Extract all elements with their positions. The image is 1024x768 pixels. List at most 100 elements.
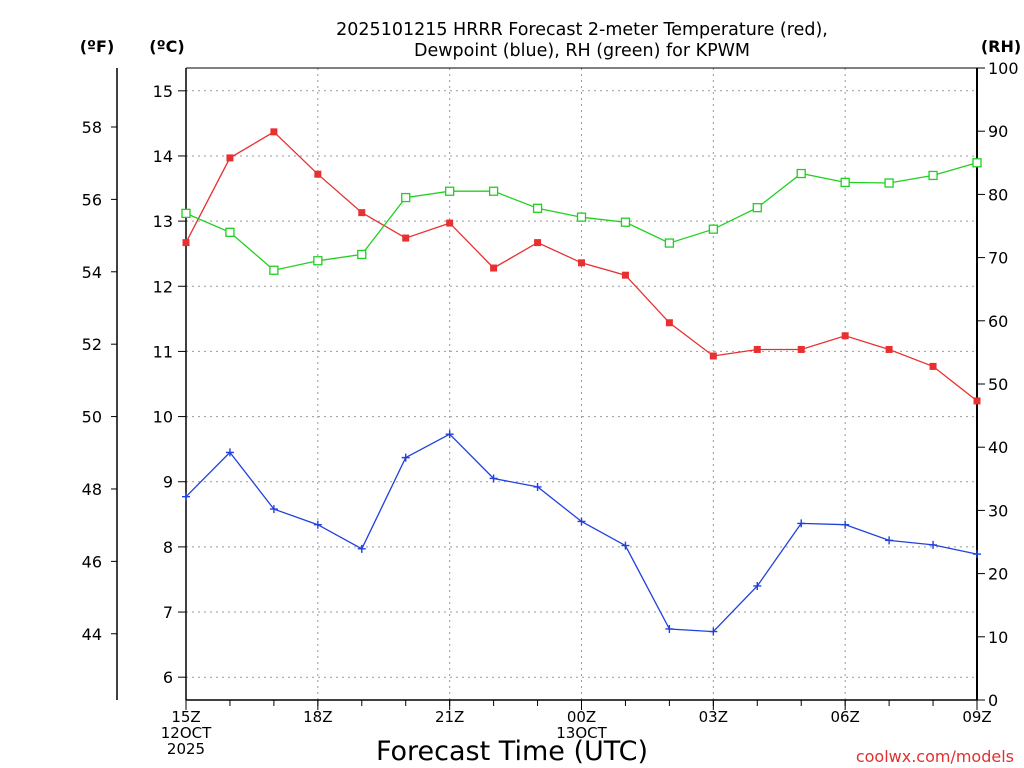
rh-tick-label: 100	[988, 59, 1019, 78]
dewpoint-point	[797, 519, 806, 528]
dewpoint-point	[401, 453, 410, 462]
temperature-point	[534, 239, 542, 247]
dewpoint-point	[445, 430, 454, 439]
dewpoint-point	[753, 581, 762, 590]
rh-point	[840, 177, 850, 188]
dewpoint-point	[929, 540, 938, 549]
x-tick-label: 03Z	[699, 708, 728, 726]
grid-lines	[186, 68, 977, 700]
celsius-tick-label: 11	[153, 342, 173, 361]
x-tick-label: 2025	[167, 740, 205, 758]
fahrenheit-tick-label: 58	[82, 118, 102, 137]
celsius-tick-label: 15	[153, 82, 173, 101]
rh-point	[313, 256, 323, 266]
rh-point	[488, 186, 499, 196]
data-series	[181, 128, 982, 636]
temperature-point	[753, 345, 761, 353]
temperature-point	[446, 219, 454, 227]
rh-tick-label: 60	[988, 312, 1008, 331]
celsius-tick-label: 6	[163, 668, 173, 687]
dewpoint-point	[357, 544, 366, 553]
x-tick-label: 15Z	[171, 708, 200, 726]
dewpoint-point	[665, 624, 674, 633]
dewpoint-point	[709, 627, 718, 636]
x-axis-title: Forecast Time (UTC)	[376, 736, 648, 767]
fahrenheit-tick-label: 56	[82, 190, 102, 209]
rh-tick-label: 90	[988, 122, 1008, 141]
labels: 2025101215 HRRR Forecast 2-meter Tempera…	[80, 20, 1021, 767]
rh-tick-label: 70	[988, 249, 1008, 268]
celsius-tick-label: 10	[153, 408, 173, 427]
x-tick-label: 18Z	[303, 708, 332, 726]
fahrenheit-tick-label: 50	[82, 408, 102, 427]
rh-point	[752, 203, 762, 213]
dewpoint-point	[489, 474, 498, 483]
dewpoint-point	[841, 520, 850, 529]
rh-point	[708, 224, 718, 234]
dewpoint-point	[621, 541, 630, 550]
dewpoint-point	[182, 492, 190, 501]
rh-tick-label: 10	[988, 628, 1008, 647]
rh-point	[225, 227, 235, 237]
rh-point	[445, 186, 455, 196]
temperature-point	[578, 259, 585, 267]
x-tick-label: 09Z	[962, 708, 991, 726]
rh-point	[357, 249, 367, 260]
x-tick-label: 12OCT	[161, 724, 212, 742]
temperature-point	[929, 362, 937, 370]
dewpoint-point	[973, 550, 981, 559]
dewpoint-point	[885, 536, 894, 545]
fahrenheit-tick-label: 48	[82, 480, 102, 499]
temperature-point	[841, 332, 849, 340]
rh-tick-label: 0	[988, 691, 998, 710]
rh-point	[269, 265, 279, 275]
x-tick-label: 00Z	[567, 708, 596, 726]
temperature-point	[314, 170, 322, 178]
fahrenheit-axis-label: (ºF)	[80, 37, 115, 56]
rh-point	[796, 168, 806, 179]
rh-point	[576, 212, 587, 222]
rh-point	[181, 208, 191, 219]
celsius-tick-label: 7	[163, 603, 173, 622]
rh-point	[664, 238, 675, 248]
rh-point	[620, 217, 631, 227]
temperature-point	[665, 319, 673, 327]
temperature-point	[621, 271, 629, 279]
temperature-point	[709, 352, 717, 360]
celsius-tick-label: 12	[153, 277, 173, 296]
rh-point	[972, 158, 982, 168]
fahrenheit-tick-label: 46	[82, 552, 102, 571]
celsius-tick-label: 8	[163, 538, 173, 557]
celsius-axis-label: (ºC)	[149, 37, 184, 56]
dewpoint-point	[577, 517, 586, 526]
rh-point	[884, 178, 894, 188]
rh-axis-label: (RH)	[981, 37, 1021, 56]
rh-tick-label: 30	[988, 501, 1008, 520]
temperature-point	[797, 345, 805, 353]
x-tick-label: 13OCT	[556, 724, 607, 742]
temperature-point	[182, 239, 190, 247]
rh-point	[532, 203, 543, 213]
temperature-point	[270, 128, 278, 136]
fahrenheit-tick-label: 54	[82, 263, 102, 282]
dewpoint-point	[313, 520, 322, 529]
rh-tick-label: 80	[988, 185, 1008, 204]
dewpoint-point	[225, 448, 234, 457]
chart-title-line-1: 2025101215 HRRR Forecast 2-meter Tempera…	[336, 20, 828, 40]
dewpoint-point	[269, 505, 278, 514]
x-tick-label: 21Z	[435, 708, 464, 726]
celsius-tick-label: 9	[163, 473, 173, 492]
rh-point	[928, 170, 938, 181]
celsius-tick-label: 14	[153, 147, 173, 166]
x-tick-label: 06Z	[830, 708, 859, 726]
dewpoint-point	[533, 482, 542, 491]
temperature-point	[885, 345, 893, 353]
rh-point	[401, 192, 411, 203]
rh-tick-label: 50	[988, 375, 1008, 394]
credit-text: coolwx.com/models	[856, 747, 1014, 766]
rh-tick-label: 20	[988, 565, 1008, 584]
celsius-tick-label: 13	[153, 212, 173, 231]
